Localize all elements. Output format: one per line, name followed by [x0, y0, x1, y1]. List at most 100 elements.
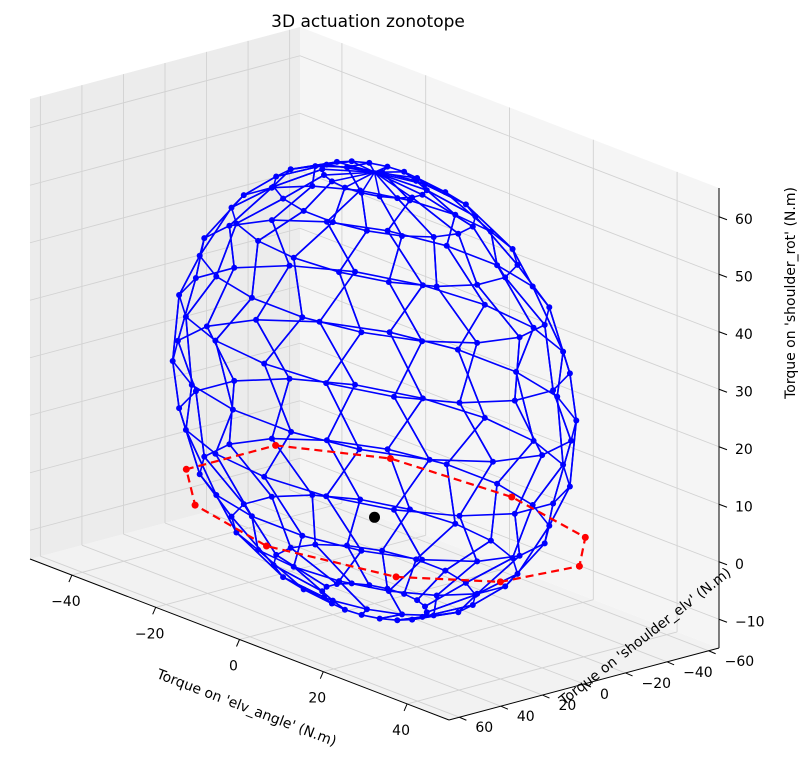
zonotope-vertex [413, 556, 420, 563]
grid-y-floor [81, 544, 502, 707]
zonotope-vertex [329, 219, 336, 226]
zonotope-edge [388, 281, 423, 342]
zonotope-vertex [474, 339, 481, 346]
zonotope-vertex [422, 181, 428, 188]
zonotope-vertex [516, 552, 523, 559]
zonotope-edge [409, 199, 456, 216]
zonotope-vertex [550, 500, 557, 507]
zonotope-vertex [469, 223, 476, 230]
zonotope-vertex [384, 446, 391, 453]
grid-z-back [299, 457, 720, 620]
zonotope-edge [366, 608, 403, 616]
zonotope-edge [257, 210, 305, 242]
zonotope-edge [360, 498, 411, 511]
zonotope-edge [255, 265, 291, 321]
y-tick-mark [666, 661, 675, 666]
zonotope-vertex [323, 218, 330, 225]
zonotope-edge [332, 187, 346, 223]
zonotope-vertex [419, 556, 426, 563]
z-axis-label: Torque on 'shoulder_rot' (N.m) [783, 187, 799, 400]
grid-z-back [299, 55, 720, 218]
zonotope-edge [251, 516, 259, 551]
z-tick-mark [718, 273, 728, 278]
zonotope-edge [387, 448, 447, 466]
grid-y-floor [247, 500, 668, 663]
zonotope-vertex [358, 329, 365, 336]
z-tick-label: 10 [735, 499, 753, 515]
zonotope-edge [293, 566, 334, 602]
zonotope-edge [195, 391, 206, 457]
grid-z-left [29, 457, 301, 531]
zonotope-edge [191, 384, 234, 411]
zonotope-vertex [253, 316, 260, 323]
grid-y-floor [123, 533, 543, 696]
zonotope-vertex [341, 606, 348, 613]
zonotope-edge [214, 340, 234, 410]
zonotope-vertex [394, 195, 401, 202]
zonotope-vertex [394, 617, 401, 624]
zonotope-vertex [286, 262, 293, 269]
zonotope-edge [496, 440, 535, 485]
zonotope-vertex [312, 541, 319, 548]
zonotope-vertex [474, 281, 481, 288]
zonotope-edge [338, 580, 389, 592]
zonotope-vertex [494, 262, 501, 269]
zonotope-edge [533, 327, 564, 353]
zonotope-edge [271, 378, 291, 439]
grid-z-left [29, 342, 301, 416]
zonotope-vertex [226, 441, 233, 448]
zonotope-vertex [228, 204, 235, 211]
zonotope-edge [393, 340, 423, 398]
zonotope-edge [338, 271, 389, 283]
zonotope-vertex [201, 235, 208, 242]
zonotope-vertex [323, 380, 330, 387]
zonotope-vertex [385, 588, 392, 594]
zonotope-edge [444, 539, 492, 572]
zonotope-edge [271, 219, 327, 223]
zonotope-vertex [213, 492, 220, 498]
zonotope-vertex [329, 597, 336, 604]
zonotope-vertex [182, 313, 189, 320]
zonotope-vertex [273, 551, 280, 558]
zonotope-edge [206, 325, 235, 382]
zonotope-vertex [300, 207, 307, 214]
zonotope-edge [504, 542, 546, 587]
zonotope-vertex [248, 513, 255, 520]
zonotope-vertex [231, 377, 238, 384]
zonotope-vertex [228, 513, 235, 520]
zonotope-edge [422, 558, 478, 563]
zonotope-edge [177, 277, 197, 341]
zonotope-edge [215, 339, 265, 365]
zonotope-vertex [423, 187, 430, 194]
zonotope-vertex [341, 184, 348, 191]
zonotope-vertex [344, 164, 350, 171]
zonotope-edge [458, 515, 478, 562]
zonotope-edge [543, 307, 551, 326]
zonotope-edge [185, 429, 217, 496]
zonotope-vertex [344, 542, 350, 549]
zonotope-edge [436, 593, 478, 597]
slice-vertex [575, 562, 583, 570]
zonotope-vertex [363, 606, 370, 613]
z-tick-label: −10 [735, 614, 765, 630]
zonotope-edge [185, 275, 217, 318]
axis-panes [30, 27, 719, 720]
zonotope-vertex [514, 570, 521, 577]
zonotope-edge [185, 316, 193, 385]
zonotope-edge [302, 316, 362, 334]
zonotope-edge [311, 165, 317, 187]
zonotope-vertex [176, 405, 183, 412]
zonotope-vertex [454, 346, 461, 353]
zonotope-vertex [358, 547, 365, 554]
zonotope-vertex [442, 189, 449, 196]
zonotope-edge [426, 189, 476, 218]
zonotope-edge [229, 437, 273, 446]
zonotope-edge [354, 270, 423, 287]
zonotope-edge [445, 464, 457, 524]
zonotope-edge [325, 495, 363, 552]
zonotope-edge [178, 390, 197, 409]
zonotope-vertex [280, 195, 287, 202]
zonotope-vertex [213, 273, 220, 280]
zonotope-edge [178, 407, 201, 475]
zonotope-edge [271, 219, 291, 266]
